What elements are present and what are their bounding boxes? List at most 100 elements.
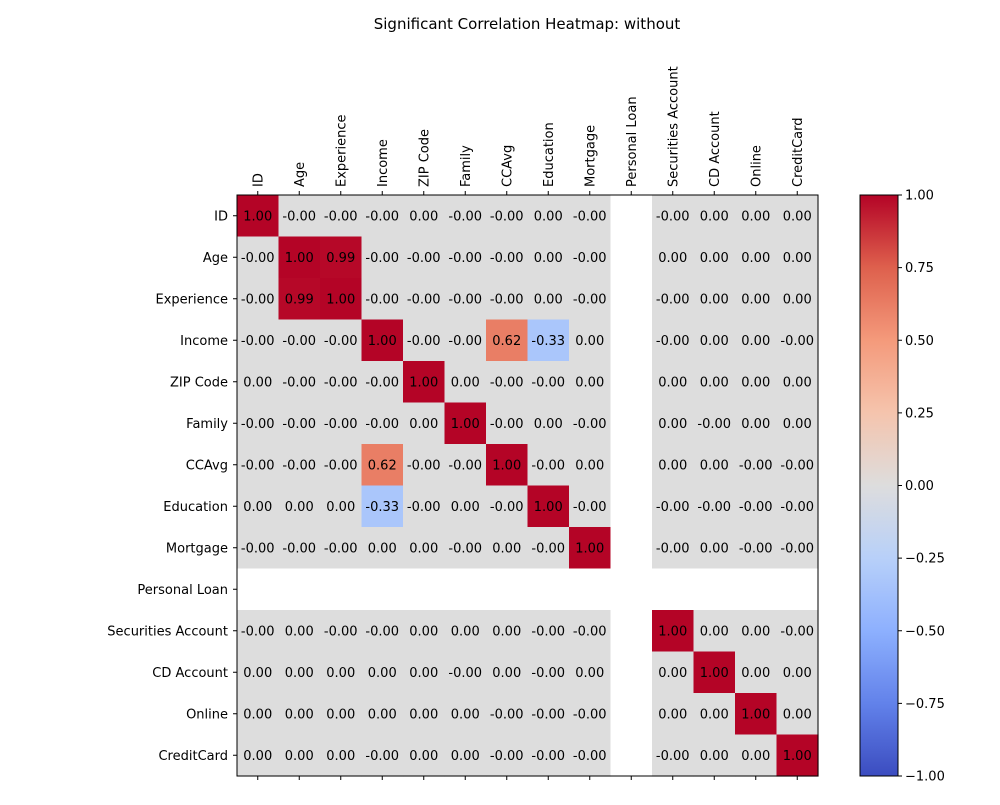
cell-value-label: -0.00	[780, 458, 814, 473]
cell-value-label: -0.00	[241, 292, 275, 307]
heatmap-cell	[527, 527, 570, 570]
cell-value-label: -0.00	[324, 417, 358, 432]
heatmap-cell	[610, 278, 653, 321]
heatmap-cell	[569, 236, 612, 279]
cell-value-label: 0.00	[700, 375, 729, 390]
heatmap-cell	[610, 444, 653, 487]
x-tick-label: Family	[459, 145, 474, 187]
heatmap-cell	[693, 568, 736, 611]
heatmap-cell	[776, 568, 819, 611]
heatmap-cell	[527, 278, 570, 321]
cell-value-label: -0.00	[573, 500, 607, 515]
heatmap-cell	[776, 651, 819, 694]
cell-value-label: 0.00	[741, 251, 770, 266]
colorbar-tick-label: −0.50	[905, 624, 945, 639]
cell-value-label: -0.00	[241, 458, 275, 473]
cell-value-label: -0.00	[656, 749, 690, 764]
cell-value-label: 1.00	[534, 500, 563, 515]
cell-value-label: 0.00	[741, 749, 770, 764]
heatmap-cell	[278, 527, 321, 570]
x-tick-label: Experience	[334, 115, 349, 188]
colorbar: 1.00 0.75 0.50 0.25 0.00 −0.25 −0.50 −0.75 −1.00	[859, 189, 945, 785]
colorbar-tick-label: −0.75	[905, 697, 945, 712]
cell-value-label: 0.00	[409, 541, 438, 556]
heatmap-cell	[320, 651, 363, 694]
chart-title: Significant Correlation Heatmap: without	[374, 15, 681, 33]
cell-value-label: -0.00	[448, 292, 482, 307]
cell-value-label: -0.00	[282, 541, 316, 556]
heatmap-cell	[237, 278, 280, 321]
heatmap-cell	[527, 693, 570, 736]
cell-value-label: -0.00	[656, 209, 690, 224]
cell-value-label: 0.00	[700, 251, 729, 266]
cell-value-label: -0.00	[780, 334, 814, 349]
colorbar-tick-label: 0.50	[905, 334, 934, 349]
heatmap-cell	[403, 195, 446, 238]
heatmap-cell	[610, 527, 653, 570]
cell-value-label: -0.00	[324, 375, 358, 390]
cell-value-label: 1.00	[700, 666, 729, 681]
cell-value-label: 0.00	[409, 666, 438, 681]
cell-value-label: -0.00	[282, 417, 316, 432]
cell-value-label: -0.00	[531, 624, 565, 639]
cell-value-label: -0.00	[780, 624, 814, 639]
heatmap-cell	[693, 195, 736, 238]
cell-value-label: 0.00	[741, 209, 770, 224]
cell-value-label: -0.00	[365, 251, 399, 266]
cell-value-label: -0.00	[697, 500, 731, 515]
cell-value-label: -0.00	[573, 707, 607, 722]
cell-value-label: 0.00	[575, 334, 604, 349]
colorbar-tick-label: 0.00	[905, 479, 934, 494]
x-tick-label: Age	[293, 162, 308, 187]
cell-value-label: 0.00	[451, 749, 480, 764]
heatmap-cell	[237, 444, 280, 487]
cell-value-label: 0.00	[492, 624, 521, 639]
cell-value-label: -0.00	[656, 292, 690, 307]
heatmap-cell	[735, 195, 778, 238]
heatmap-cell	[403, 568, 446, 611]
colorbar-gradient	[859, 194, 899, 777]
heatmap-cell	[278, 485, 321, 528]
y-tick-label: Personal Loan	[137, 583, 228, 598]
heatmap-cell	[693, 734, 736, 777]
cell-value-label: 0.00	[783, 707, 812, 722]
heatmap-cell	[444, 319, 487, 362]
heatmap-cell	[652, 693, 695, 736]
colorbar-tick-label: −0.25	[905, 552, 945, 567]
cell-value-label: 0.62	[368, 458, 397, 473]
heatmap-cell	[361, 610, 404, 653]
cell-value-label: 0.00	[783, 375, 812, 390]
heatmap-cell	[486, 610, 529, 653]
x-tick-label: ID	[251, 173, 266, 187]
y-tick-label: CD Account	[152, 666, 228, 681]
heatmap-cell	[527, 402, 570, 445]
cell-value-label: 0.00	[534, 209, 563, 224]
heatmap-cell	[569, 693, 612, 736]
heatmap-cell	[776, 236, 819, 279]
cell-value-label: -0.00	[697, 417, 731, 432]
heatmap-cell	[652, 527, 695, 570]
heatmap-cell	[735, 402, 778, 445]
heatmap-cell	[278, 734, 321, 777]
cell-value-label: -0.00	[365, 209, 399, 224]
cell-value-label: -0.00	[739, 500, 773, 515]
cell-value-label: -0.00	[739, 458, 773, 473]
heatmap-cell	[527, 195, 570, 238]
heatmap-cell-labels: 1.00 -0.00 -0.00 -0.00 0.00 -0.00 -0.00 0.00 -0.…	[241, 209, 814, 764]
cell-value-label: -0.00	[490, 251, 524, 266]
heatmap-cell	[569, 444, 612, 487]
heatmap-cell	[237, 734, 280, 777]
cell-value-label: 0.00	[741, 375, 770, 390]
heatmap-cell	[527, 568, 570, 611]
cell-value-label: -0.00	[365, 624, 399, 639]
heatmap-cell	[278, 610, 321, 653]
heatmap-cell	[444, 278, 487, 321]
cell-value-label: 0.00	[700, 458, 729, 473]
heatmap-cell	[735, 527, 778, 570]
heatmap-cell	[320, 485, 363, 528]
y-tick-label: Income	[180, 334, 228, 349]
cell-value-label: -0.00	[573, 749, 607, 764]
heatmap-cell	[237, 651, 280, 694]
heatmap-cell	[361, 734, 404, 777]
